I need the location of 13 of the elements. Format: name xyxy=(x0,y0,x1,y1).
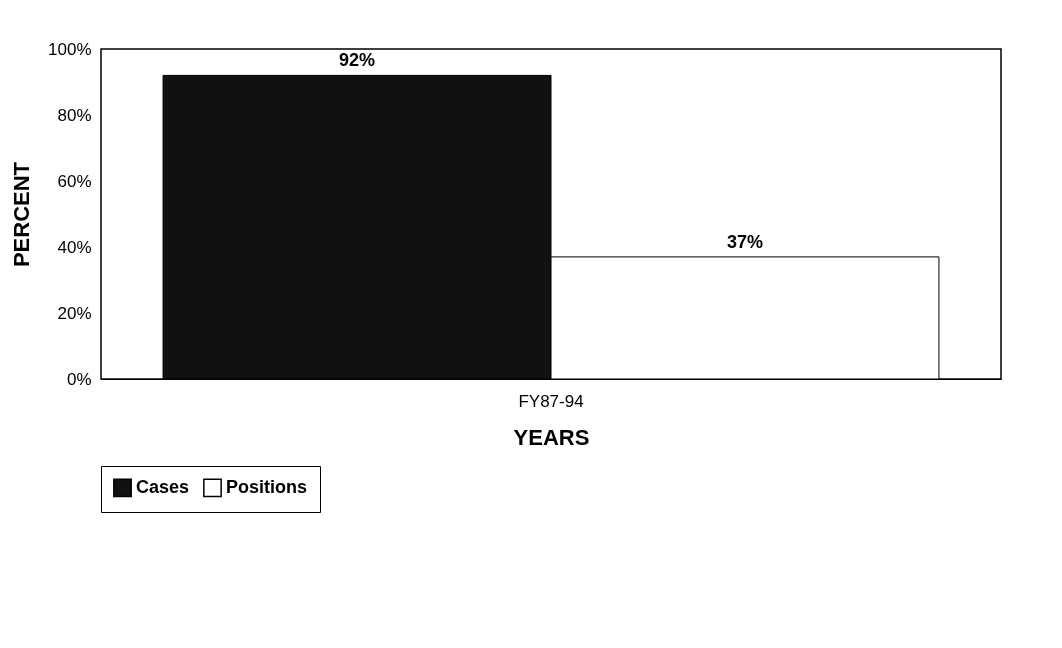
y-tick-label: 80% xyxy=(57,105,92,125)
x-tick-label: FY87-94 xyxy=(518,391,584,411)
x-axis-title: YEARS xyxy=(513,424,590,450)
y-tick-label: 20% xyxy=(57,303,92,323)
legend-label: Cases xyxy=(136,476,190,497)
y-tick-label: 60% xyxy=(57,171,92,191)
data-label: 92% xyxy=(339,50,376,71)
data-label: 37% xyxy=(726,231,763,252)
y-axis-title: PERCENT xyxy=(9,161,35,268)
legend-label: Positions xyxy=(226,476,308,497)
y-tick-label: 40% xyxy=(57,237,92,257)
y-tick-label: 100% xyxy=(48,39,92,59)
y-tick-label: 0% xyxy=(66,369,92,389)
